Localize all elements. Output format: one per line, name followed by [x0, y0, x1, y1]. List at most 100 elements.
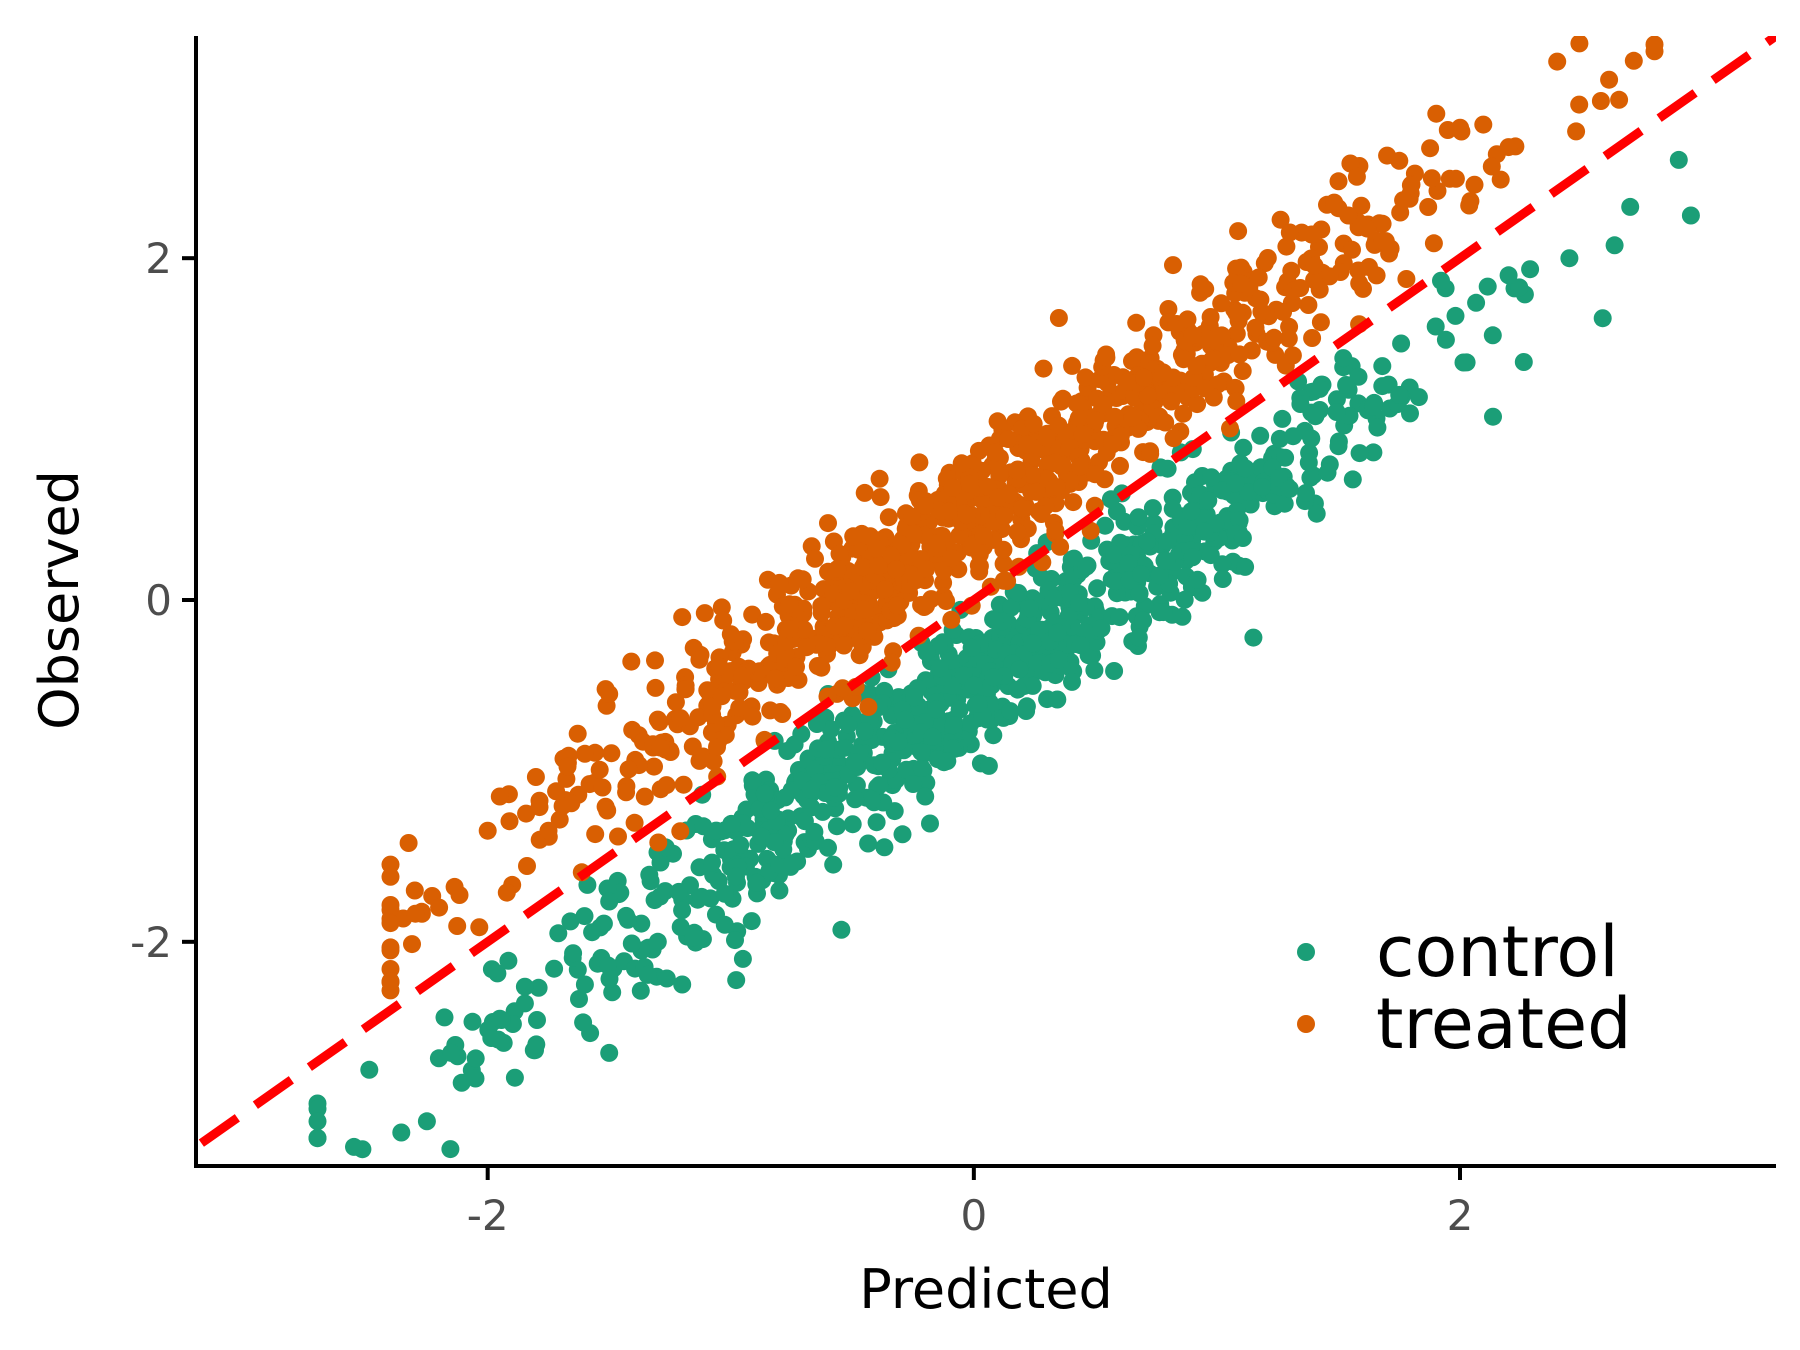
data-point-treated — [568, 724, 587, 743]
data-point-treated — [1047, 478, 1066, 497]
data-point-treated — [995, 507, 1014, 526]
data-point-treated — [806, 549, 824, 568]
data-point-treated — [1174, 404, 1193, 423]
y-tick-label: 2 — [145, 234, 172, 283]
data-point-control — [921, 814, 939, 833]
data-point-control — [1239, 483, 1258, 501]
data-point-control — [600, 969, 619, 988]
data-point-control — [1373, 357, 1392, 376]
data-point-control — [1669, 150, 1688, 169]
data-point-treated — [657, 776, 676, 795]
data-point-control — [1154, 603, 1173, 622]
data-point-control — [1306, 407, 1325, 426]
data-point-treated — [602, 744, 621, 763]
data-point-control — [442, 1043, 461, 1062]
data-point-treated — [1071, 457, 1090, 476]
data-point-control — [1251, 426, 1270, 445]
data-point-treated — [1076, 368, 1095, 387]
data-points-layer — [308, 36, 1700, 1159]
data-point-treated — [1067, 394, 1086, 413]
data-point-treated — [1591, 92, 1610, 110]
data-point-control — [1284, 427, 1303, 446]
data-point-treated — [1154, 363, 1173, 382]
data-point-treated — [714, 611, 733, 630]
data-point-treated — [1051, 537, 1070, 556]
data-point-treated — [988, 412, 1007, 431]
data-point-treated — [673, 608, 692, 627]
data-point-treated — [683, 737, 702, 756]
data-point-treated — [1271, 210, 1290, 229]
data-point-control — [1134, 611, 1153, 630]
data-point-control — [727, 867, 745, 886]
data-point-control — [1150, 566, 1169, 585]
data-point-treated — [773, 705, 792, 723]
data-point-treated — [1227, 392, 1246, 411]
data-point-treated — [593, 778, 612, 797]
data-point-treated — [1394, 191, 1413, 210]
data-point-control — [776, 788, 795, 807]
data-point-treated — [793, 570, 812, 589]
data-point-treated — [952, 454, 971, 473]
data-point-treated — [787, 657, 805, 676]
data-point-treated — [1305, 256, 1324, 275]
data-point-control — [673, 975, 692, 994]
data-point-treated — [1352, 196, 1371, 215]
data-point-treated — [1401, 176, 1420, 195]
data-point-control — [1521, 260, 1540, 279]
data-point-treated — [1311, 313, 1330, 332]
identity-reference-line — [196, 36, 1776, 1153]
data-point-treated — [1069, 409, 1088, 428]
data-point-treated — [622, 652, 641, 671]
data-point-control — [821, 720, 840, 739]
data-point-treated — [1232, 274, 1251, 293]
data-point-control — [1009, 584, 1028, 602]
data-point-control — [1163, 499, 1182, 518]
data-point-treated — [1251, 290, 1270, 309]
data-point-treated — [381, 896, 400, 914]
data-point-treated — [882, 546, 901, 565]
series-treated — [381, 36, 1664, 1000]
data-point-treated — [835, 616, 854, 635]
data-point-control — [1337, 376, 1356, 394]
data-point-treated — [1212, 294, 1231, 313]
data-point-control — [603, 983, 622, 1002]
data-point-treated — [834, 636, 853, 655]
data-point-treated — [676, 680, 695, 699]
data-point-control — [726, 931, 744, 950]
data-point-treated — [1255, 254, 1274, 273]
data-point-treated — [1086, 411, 1105, 430]
data-point-control — [632, 914, 651, 933]
data-point-treated — [957, 506, 976, 525]
data-point-treated — [526, 768, 545, 786]
data-point-control — [1275, 494, 1294, 513]
data-point-treated — [743, 707, 762, 726]
data-point-control — [917, 773, 936, 792]
data-point-control — [1143, 499, 1162, 518]
data-point-control — [761, 801, 780, 820]
data-point-treated — [844, 527, 863, 546]
data-point-treated — [381, 855, 400, 874]
data-point-treated — [704, 752, 723, 771]
data-point-treated — [490, 787, 509, 806]
data-point-treated — [1226, 378, 1245, 397]
data-point-treated — [406, 904, 425, 923]
data-point-control — [896, 710, 915, 729]
data-point-control — [1329, 437, 1348, 456]
data-point-control — [1307, 504, 1326, 523]
data-point-treated — [497, 883, 516, 902]
data-point-treated — [743, 605, 762, 624]
data-point-treated — [1491, 170, 1510, 189]
data-point-control — [600, 1043, 619, 1062]
data-point-control — [1310, 379, 1329, 398]
data-point-control — [1244, 628, 1263, 647]
data-point-treated — [381, 972, 400, 991]
data-point-control — [1069, 594, 1088, 612]
data-point-treated — [1032, 505, 1051, 523]
data-point-control — [743, 771, 762, 790]
data-point-treated — [812, 596, 831, 615]
data-point-control — [843, 815, 862, 834]
data-point-treated — [562, 794, 581, 813]
data-point-treated — [1227, 303, 1246, 322]
data-point-treated — [1329, 172, 1348, 191]
